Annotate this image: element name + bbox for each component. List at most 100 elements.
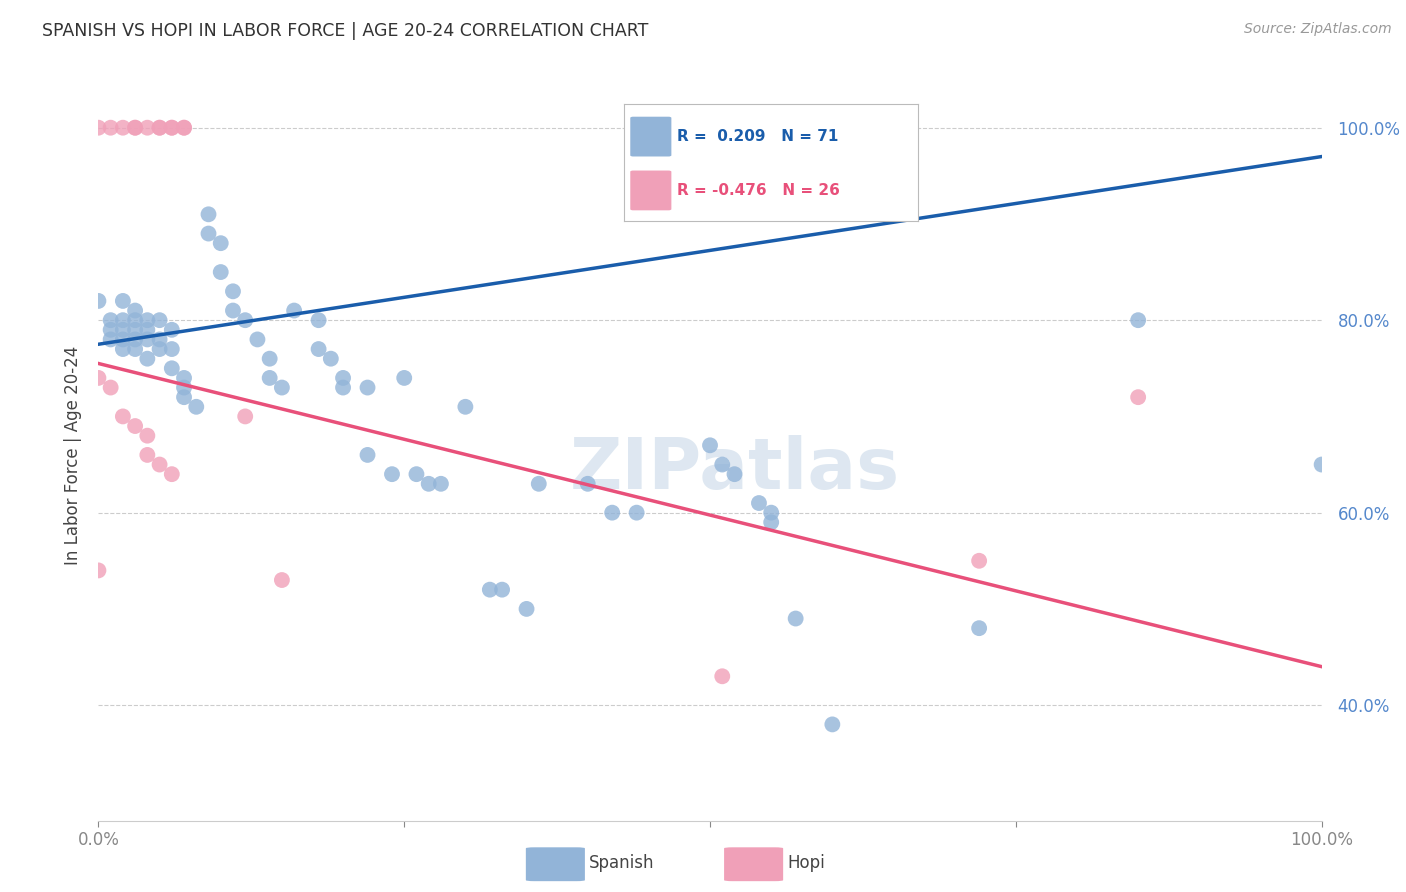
- Text: ZIPatlas: ZIPatlas: [569, 435, 900, 504]
- Point: [124, 419, 146, 434]
- Point: [418, 476, 440, 491]
- Point: [100, 120, 122, 135]
- Point: [967, 621, 990, 635]
- Point: [160, 361, 183, 376]
- Point: [711, 458, 734, 472]
- Y-axis label: In Labor Force | Age 20-24: In Labor Force | Age 20-24: [63, 345, 82, 565]
- Point: [222, 285, 245, 299]
- Point: [173, 390, 195, 404]
- Point: [124, 313, 146, 327]
- Point: [491, 582, 513, 597]
- Point: [136, 313, 159, 327]
- Point: [149, 120, 172, 135]
- Point: [308, 313, 330, 327]
- Point: [87, 563, 110, 577]
- Point: [319, 351, 342, 366]
- Point: [209, 265, 232, 279]
- Point: [173, 120, 195, 135]
- Point: [699, 438, 721, 452]
- Point: [576, 476, 599, 491]
- Point: [173, 120, 195, 135]
- Point: [149, 120, 172, 135]
- Point: [160, 342, 183, 356]
- Point: [87, 371, 110, 385]
- FancyBboxPatch shape: [724, 847, 783, 881]
- Point: [111, 342, 134, 356]
- Point: [100, 380, 122, 394]
- Point: [821, 717, 844, 731]
- Point: [222, 303, 245, 318]
- Point: [124, 120, 146, 135]
- Point: [515, 602, 537, 616]
- Point: [356, 448, 378, 462]
- Point: [197, 207, 219, 221]
- Point: [173, 371, 195, 385]
- Point: [160, 323, 183, 337]
- Point: [160, 120, 183, 135]
- Point: [149, 458, 172, 472]
- Point: [136, 448, 159, 462]
- Point: [259, 371, 281, 385]
- Point: [967, 554, 990, 568]
- Point: [124, 120, 146, 135]
- Point: [527, 476, 550, 491]
- Point: [478, 582, 501, 597]
- Point: [233, 409, 256, 424]
- Point: [748, 496, 770, 510]
- Point: [136, 120, 159, 135]
- Point: [124, 303, 146, 318]
- FancyBboxPatch shape: [526, 847, 585, 881]
- Point: [405, 467, 427, 482]
- Point: [173, 380, 195, 394]
- Point: [454, 400, 477, 414]
- Point: [270, 380, 294, 394]
- Point: [332, 380, 354, 394]
- Point: [246, 333, 269, 347]
- Point: [1128, 313, 1150, 327]
- Point: [259, 351, 281, 366]
- Point: [111, 120, 134, 135]
- Point: [111, 333, 134, 347]
- Text: Source: ZipAtlas.com: Source: ZipAtlas.com: [1244, 22, 1392, 37]
- Point: [124, 323, 146, 337]
- Point: [233, 313, 256, 327]
- Point: [711, 669, 734, 683]
- Point: [160, 120, 183, 135]
- Point: [197, 227, 219, 241]
- Point: [149, 333, 172, 347]
- Point: [332, 371, 354, 385]
- Point: [136, 351, 159, 366]
- Point: [111, 323, 134, 337]
- Point: [124, 342, 146, 356]
- Point: [785, 611, 807, 625]
- Point: [1128, 390, 1150, 404]
- Point: [283, 303, 305, 318]
- Point: [356, 380, 378, 394]
- Text: SPANISH VS HOPI IN LABOR FORCE | AGE 20-24 CORRELATION CHART: SPANISH VS HOPI IN LABOR FORCE | AGE 20-…: [42, 22, 648, 40]
- Point: [1310, 458, 1333, 472]
- Point: [209, 236, 232, 251]
- Point: [111, 313, 134, 327]
- Point: [160, 467, 183, 482]
- Point: [381, 467, 404, 482]
- Point: [100, 333, 122, 347]
- Point: [149, 342, 172, 356]
- Point: [430, 476, 453, 491]
- Point: [111, 409, 134, 424]
- Point: [626, 506, 648, 520]
- Point: [308, 342, 330, 356]
- Point: [149, 313, 172, 327]
- Point: [136, 333, 159, 347]
- Point: [136, 428, 159, 442]
- Point: [87, 120, 110, 135]
- Point: [761, 506, 783, 520]
- Point: [392, 371, 416, 385]
- Point: [124, 333, 146, 347]
- Point: [100, 323, 122, 337]
- Point: [186, 400, 208, 414]
- Point: [600, 506, 623, 520]
- Text: Hopi: Hopi: [787, 854, 825, 872]
- Point: [136, 323, 159, 337]
- Point: [111, 293, 134, 308]
- Point: [761, 516, 783, 530]
